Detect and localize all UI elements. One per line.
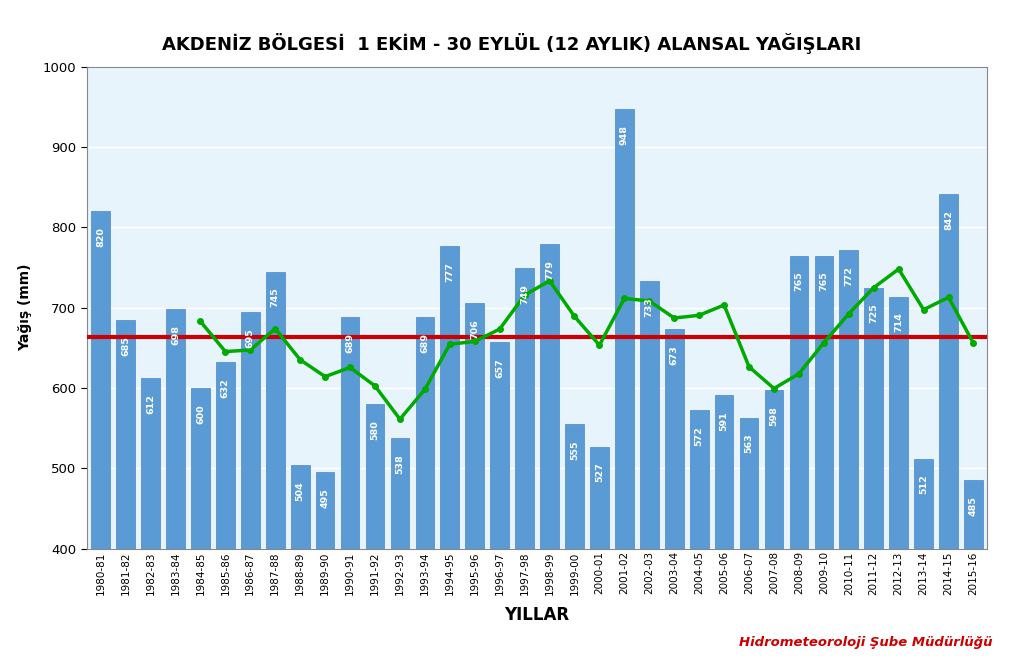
Text: 689: 689 [420,332,430,353]
Bar [889,296,908,669]
Bar [565,424,584,669]
Text: 765: 765 [819,272,829,292]
Bar [191,388,210,669]
Y-axis label: Yağış (mm): Yağış (mm) [17,264,32,351]
Bar [291,465,310,669]
Text: AKDENİZ BÖLGESİ  1 EKİM - 30 EYLÜL (12 AYLIK) ALANSAL YAĞIŞLARI: AKDENİZ BÖLGESİ 1 EKİM - 30 EYLÜL (12 AY… [162,33,861,54]
Bar [939,194,958,669]
Text: 485: 485 [969,496,978,516]
Bar [415,316,434,669]
Bar [715,395,733,669]
Text: 527: 527 [595,463,604,482]
Bar [391,438,409,669]
Bar [266,272,284,669]
Text: 504: 504 [296,481,305,501]
Text: 538: 538 [396,454,404,474]
Bar [540,244,559,669]
Text: 591: 591 [719,411,728,431]
Text: 600: 600 [196,404,205,423]
Bar [516,268,534,669]
Text: 612: 612 [146,395,155,414]
Bar [316,472,335,669]
Text: 555: 555 [570,440,579,460]
Bar [814,256,833,669]
Bar [790,256,808,669]
Bar [690,411,709,669]
Bar [91,211,110,669]
Bar [915,459,933,669]
Text: 580: 580 [370,420,380,440]
Text: 598: 598 [769,405,779,425]
Bar [166,309,185,669]
Bar [490,343,509,669]
Bar [441,246,459,669]
Bar [665,329,683,669]
Bar [964,480,983,669]
Text: 714: 714 [894,312,903,332]
Bar [241,312,260,669]
Text: 706: 706 [471,319,479,339]
Text: 695: 695 [246,328,255,348]
Bar [117,320,135,669]
Bar [764,389,784,669]
Bar [365,404,385,669]
Text: 673: 673 [670,345,678,365]
Text: 657: 657 [495,359,504,378]
Bar [590,447,609,669]
Text: 820: 820 [96,227,105,248]
Text: 725: 725 [870,304,878,324]
Text: 572: 572 [695,427,704,446]
Text: 749: 749 [520,284,529,304]
X-axis label: YILLAR: YILLAR [504,606,570,624]
Text: 685: 685 [121,336,130,356]
Text: 779: 779 [545,260,554,280]
Text: 512: 512 [919,475,928,494]
Text: Hidrometeoroloji Şube Müdürlüğü: Hidrometeoroloji Şube Müdürlüğü [739,636,992,649]
Text: 689: 689 [346,332,355,353]
Bar [141,379,160,669]
Bar [864,288,883,669]
Text: 842: 842 [944,210,953,229]
Text: 495: 495 [320,488,329,508]
Bar [640,281,659,669]
Text: 632: 632 [221,379,230,398]
Text: 777: 777 [445,262,454,282]
Text: 563: 563 [745,434,754,454]
Bar [840,250,858,669]
Bar [341,316,359,669]
Text: 948: 948 [620,124,629,145]
Bar [216,363,234,669]
Text: 765: 765 [795,272,803,292]
Text: 733: 733 [644,297,654,317]
Bar [740,417,758,669]
Text: 772: 772 [844,266,853,286]
Text: 698: 698 [171,325,180,345]
Bar [465,303,484,669]
Text: 745: 745 [271,288,279,308]
Bar [615,108,633,669]
